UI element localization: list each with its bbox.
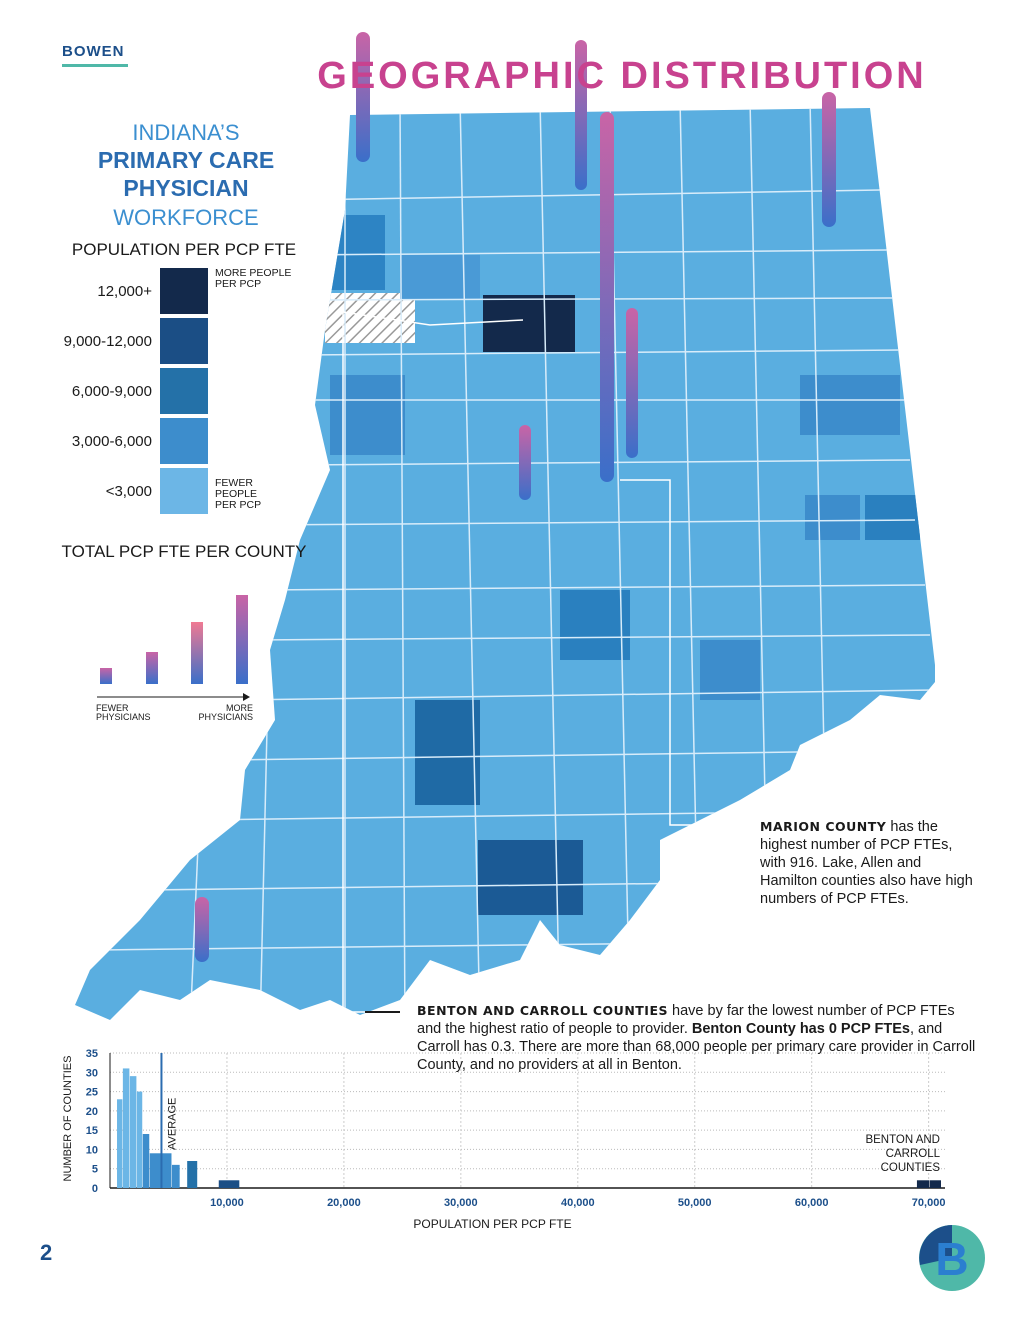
histogram-annotation: BENTON AND CARROLL COUNTIES xyxy=(865,1134,940,1174)
note-lead: BENTON AND CARROLL COUNTIES xyxy=(417,1003,668,1018)
note-bold: Benton County has 0 PCP FTEs xyxy=(691,1021,910,1037)
map-pins xyxy=(195,32,836,962)
sidebar-title: PHYSICIAN xyxy=(123,175,248,201)
y-axis-label: NUMBER OF COUNTIES xyxy=(62,1056,74,1182)
y-tick-label: 20 xyxy=(86,1106,98,1118)
histogram-bar xyxy=(916,1180,930,1188)
histogram-bar xyxy=(929,1180,941,1188)
sidebar-title: PRIMARY CARE xyxy=(98,147,274,173)
y-tick-label: 25 xyxy=(86,1087,98,1099)
histogram-bar xyxy=(218,1180,240,1188)
legend-title: TOTAL PCP FTE PER COUNTY xyxy=(62,542,307,561)
histogram-bar xyxy=(187,1161,198,1188)
legend-swatch xyxy=(160,468,208,514)
y-tick-label: 35 xyxy=(86,1048,98,1060)
y-tick-label: 10 xyxy=(86,1144,98,1156)
x-tick-label: 20,000 xyxy=(327,1197,361,1209)
leader-line xyxy=(342,311,524,326)
y-tick-label: 30 xyxy=(86,1067,98,1079)
brand-underline xyxy=(62,64,128,67)
note-text: has the highest number of PCP FTEs, with… xyxy=(760,819,973,907)
y-tick-label: 5 xyxy=(92,1164,98,1176)
legend-label: 3,000-6,000 xyxy=(72,433,152,450)
x-tick-label: 30,000 xyxy=(444,1197,478,1209)
legend-note: FEWER PHYSICIANS xyxy=(96,703,151,722)
histogram-bar xyxy=(142,1134,150,1188)
legend-note: FEWER PEOPLE PER PCP xyxy=(215,477,262,511)
histogram-bar xyxy=(149,1153,161,1188)
kicker: INDIANA’S xyxy=(132,120,239,145)
legend-label: 9,000-12,000 xyxy=(64,333,152,350)
page-title: GEOGRAPHIC DISTRIBUTION xyxy=(317,55,926,97)
legend-label: <3,000 xyxy=(106,483,152,500)
legend-arrow-head xyxy=(243,693,250,701)
sidebar-subtitle: WORKFORCE xyxy=(113,205,258,230)
legend-swatch xyxy=(160,418,208,464)
marion-note: MARION COUNTY has the highest number of … xyxy=(760,818,975,908)
x-tick-label: 70,000 xyxy=(912,1197,946,1209)
histogram-bar xyxy=(129,1076,137,1188)
legend-note: MORE PHYSICIANS xyxy=(198,703,253,722)
note-lead: MARION COUNTY xyxy=(760,819,887,834)
histogram-bar xyxy=(136,1091,143,1188)
brand: BOWEN xyxy=(62,43,125,60)
note-text: have by far the lowest number of PCP FTE… xyxy=(417,1003,955,1037)
x-axis-label: POPULATION PER PCP FTE xyxy=(413,1217,571,1231)
legend-label: 12,000+ xyxy=(97,283,152,300)
bowen-logo: B xyxy=(919,1225,985,1291)
y-tick-label: 0 xyxy=(92,1183,98,1195)
benton-note: BENTON AND CARROLL COUNTIES have by far … xyxy=(417,1002,977,1074)
x-tick-label: 50,000 xyxy=(678,1197,712,1209)
x-tick-label: 40,000 xyxy=(561,1197,595,1209)
legend-label: 6,000-9,000 xyxy=(72,383,152,400)
page-number: 2 xyxy=(40,1240,52,1265)
fte-legend-bars xyxy=(100,595,248,684)
legend-title: POPULATION PER PCP FTE xyxy=(72,240,296,259)
histogram-bar xyxy=(117,1099,123,1188)
histogram-bar xyxy=(171,1164,180,1188)
leader-line xyxy=(620,479,755,826)
x-tick-label: 10,000 xyxy=(210,1197,244,1209)
histogram-bar xyxy=(122,1068,130,1188)
histogram: 0 5 10 15 20 25 30 35 10,000 20,000 30,000 40,000 50… xyxy=(62,1048,945,1231)
x-tick-label: 60,000 xyxy=(795,1197,829,1209)
average-label: AVERAGE xyxy=(166,1098,178,1150)
legend-swatch xyxy=(160,268,208,314)
histogram-bar xyxy=(161,1153,172,1188)
legend-note: MORE PEOPLE PER PCP xyxy=(215,267,292,290)
legend-swatch xyxy=(160,368,208,414)
svg-text:B: B xyxy=(935,1233,968,1285)
note-text: , and Carroll has 0.3. There are more th… xyxy=(417,1021,976,1073)
y-tick-label: 15 xyxy=(86,1125,98,1137)
legend-swatch xyxy=(160,318,208,364)
